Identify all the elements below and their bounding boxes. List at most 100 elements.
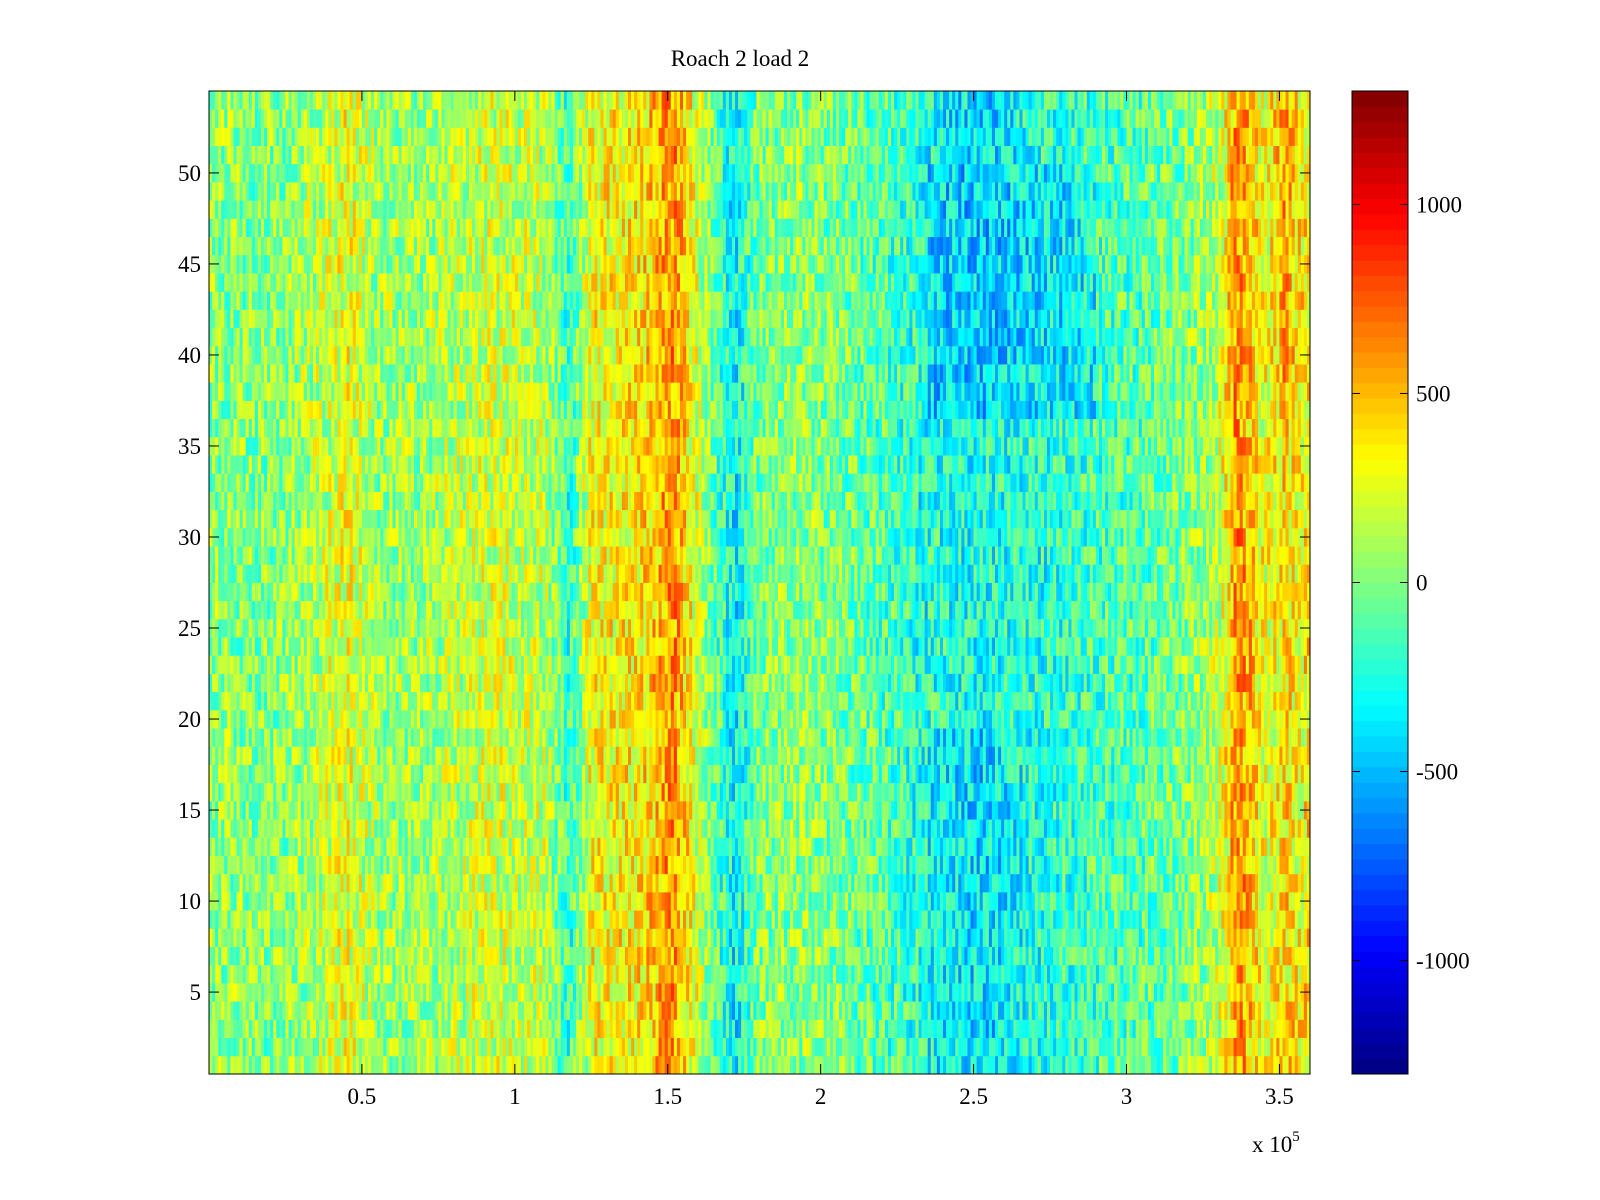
heatmap-cell: [527, 891, 531, 911]
heatmap-cell: [1175, 1037, 1179, 1057]
heatmap-cell: [285, 946, 289, 966]
heatmap-cell: [624, 964, 629, 984]
heatmap-cell: [618, 1055, 623, 1075]
heatmap-cell: [863, 1019, 867, 1038]
heatmap-cell: [591, 928, 595, 947]
heatmap-cell: [1264, 1037, 1268, 1057]
heatmap-cell: [707, 891, 711, 911]
heatmap-cell: [557, 855, 562, 875]
heatmap-cell: [1080, 819, 1085, 838]
heatmap-cell: [426, 982, 430, 1002]
heatmap-cell: [722, 1037, 727, 1057]
heatmap-cell: [514, 873, 519, 893]
heatmap-cell: [735, 910, 739, 929]
heatmap-cell: [282, 1019, 286, 1038]
heatmap-cell: [698, 1001, 702, 1020]
heatmap-cell: [979, 873, 984, 893]
heatmap-cell: [1056, 910, 1060, 929]
heatmap-cell: [783, 1001, 788, 1020]
heatmap-cell: [1221, 928, 1225, 947]
heatmap-cell: [499, 855, 503, 875]
heatmap-cell: [1086, 1001, 1091, 1020]
heatmap-cell: [1166, 1037, 1170, 1057]
heatmap-cell: [1187, 946, 1192, 966]
heatmap-cell: [670, 928, 675, 947]
heatmap-cell: [1276, 873, 1280, 893]
heatmap-cell: [676, 928, 681, 947]
heatmap-cell: [860, 946, 864, 966]
heatmap-cell: [713, 837, 718, 856]
heatmap-cell: [420, 1037, 424, 1057]
heatmap-cell: [1086, 928, 1091, 947]
heatmap-cell: [964, 910, 968, 929]
heatmap-cell: [1098, 910, 1103, 929]
heatmap-cell: [600, 1055, 604, 1075]
heatmap-cell: [1276, 982, 1280, 1002]
heatmap-cell: [970, 910, 974, 929]
heatmap-cell: [349, 1037, 354, 1057]
heatmap-cell: [413, 928, 418, 947]
heatmap-cell: [832, 819, 837, 838]
heatmap-cell: [1056, 819, 1060, 838]
heatmap-cell: [640, 837, 644, 856]
heatmap-cell: [1046, 964, 1051, 984]
heatmap-cell: [1105, 910, 1109, 929]
heatmap-cell: [612, 891, 617, 911]
heatmap-cell: [294, 873, 299, 893]
heatmap-cell: [1178, 910, 1182, 929]
heatmap-cell: [829, 946, 834, 966]
heatmap-cell: [985, 982, 990, 1002]
heatmap-cell: [368, 1019, 372, 1038]
heatmap-cell: [331, 837, 335, 856]
heatmap-cell: [744, 1001, 748, 1020]
heatmap-cell: [1157, 855, 1161, 875]
heatmap-cell: [218, 928, 222, 947]
heatmap-cell: [1037, 928, 1042, 947]
heatmap-cell: [572, 855, 577, 875]
heatmap-cell: [209, 964, 213, 984]
heatmap-cell: [566, 855, 571, 875]
heatmap-cell: [600, 946, 604, 966]
heatmap-cell: [970, 946, 974, 966]
heatmap-cell: [499, 891, 503, 911]
heatmap-cell: [1209, 1019, 1213, 1038]
heatmap-cell: [352, 891, 357, 911]
heatmap-cell: [1083, 982, 1088, 1002]
heatmap-cell: [753, 891, 757, 911]
heatmap-cell: [288, 1055, 292, 1075]
heatmap-cell: [395, 819, 400, 838]
heatmap-cell: [493, 819, 497, 838]
heatmap-cell: [731, 946, 736, 966]
heatmap-cell: [802, 855, 806, 875]
heatmap-cell: [1050, 837, 1054, 856]
heatmap-cell: [1212, 946, 1216, 966]
heatmap-cell: [988, 1055, 993, 1075]
heatmap-cell: [631, 910, 635, 929]
heatmap-cell: [762, 855, 767, 875]
heatmap-cell: [955, 1001, 959, 1020]
heatmap-cell: [361, 910, 366, 929]
heatmap-cell: [1025, 964, 1030, 984]
heatmap-cell: [860, 1001, 864, 1020]
heatmap-cell: [643, 891, 647, 911]
heatmap-cell: [1273, 855, 1277, 875]
heatmap-cell: [964, 946, 968, 966]
heatmap-cell: [872, 1019, 877, 1038]
heatmap-cell: [1019, 891, 1023, 911]
heatmap-cell: [291, 837, 296, 856]
heatmap-cell: [735, 873, 739, 893]
heatmap-cell: [774, 873, 779, 893]
heatmap-cell: [787, 964, 791, 984]
heatmap-cell: [600, 1037, 604, 1057]
heatmap-cell: [624, 837, 629, 856]
heatmap-cell: [692, 1019, 696, 1038]
heatmap-cell: [1303, 1019, 1308, 1038]
heatmap-cell: [505, 819, 510, 838]
heatmap-cell: [606, 1055, 611, 1075]
heatmap-cell: [903, 819, 907, 838]
heatmap-cell: [1261, 837, 1265, 856]
heatmap-cell: [355, 964, 360, 984]
heatmap-cell: [918, 928, 922, 947]
heatmap-cell: [673, 1001, 678, 1020]
heatmap-cell: [1270, 855, 1274, 875]
